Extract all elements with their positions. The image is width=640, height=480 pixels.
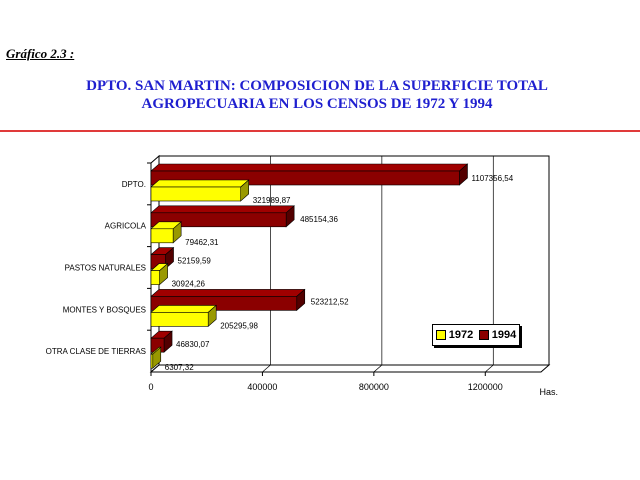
data-label: 485154,36 xyxy=(300,215,338,224)
gridline-floor xyxy=(262,364,271,373)
bar-1972 xyxy=(150,179,250,202)
legend-item-1972: 1972 xyxy=(435,329,474,341)
data-label: 79462,31 xyxy=(185,238,219,247)
y-tick-label: OTRA CLASE DE TIERRAS xyxy=(46,347,146,356)
bar-front-face xyxy=(150,212,287,228)
y-tick-label: PASTOS NATURALES xyxy=(65,264,146,273)
data-label: 1107356,54 xyxy=(471,174,513,183)
gridline-floor xyxy=(485,364,494,373)
data-label: 321989,87 xyxy=(253,196,291,205)
legend-item-1994: 1994 xyxy=(478,329,517,341)
bar-front-face xyxy=(150,186,241,202)
chart-title: DPTO. SAN MARTIN: COMPOSICION DE LA SUPE… xyxy=(0,77,634,113)
legend-swatch-1972 xyxy=(435,330,446,340)
y-tick-label: MONTES Y BOSQUES xyxy=(63,305,146,314)
x-tick-label: 400000 xyxy=(247,382,277,392)
data-label: 30924,26 xyxy=(172,280,206,289)
bar-top-face xyxy=(150,305,217,313)
data-label: 6307,32 xyxy=(165,363,194,372)
bar-1994 xyxy=(150,205,295,228)
y-tick-label: DPTO. xyxy=(122,180,146,189)
chart-legend: 1972 1994 xyxy=(432,324,520,346)
bar-front-face xyxy=(150,270,160,285)
x-tick-label: 0 xyxy=(148,382,153,392)
chart-title-line-1: DPTO. SAN MARTIN: COMPOSICION DE LA SUPE… xyxy=(86,78,548,94)
bar-top-face xyxy=(150,289,306,297)
title-divider xyxy=(0,130,640,132)
bar-1972 xyxy=(150,221,182,244)
legend-label-1994: 1994 xyxy=(491,329,517,341)
data-label: 46830,07 xyxy=(176,340,210,349)
x-tick-label: 1200000 xyxy=(468,382,503,392)
data-label: 523212,52 xyxy=(311,297,349,306)
bar-front-face xyxy=(150,353,154,369)
x-axis-unit: Has. xyxy=(539,387,558,397)
bar-top-face xyxy=(150,163,469,172)
bar-top-face xyxy=(150,179,250,188)
data-label: 205295,98 xyxy=(220,321,258,330)
bar-front-face xyxy=(150,312,209,327)
legend-swatch-1994 xyxy=(478,330,489,340)
bar-top-face xyxy=(150,205,295,214)
legend-label-1972: 1972 xyxy=(448,329,474,341)
bar-front-face xyxy=(150,228,174,244)
data-label: 52159,59 xyxy=(178,257,212,266)
y-tick-label: AGRICOLA xyxy=(105,222,147,231)
figure-label: Gráfico 2.3 : xyxy=(6,46,75,61)
gridline-floor xyxy=(373,364,383,373)
chart-title-line-2: AGROPECUARIA EN LOS CENSOS DE 1972 Y 199… xyxy=(141,96,493,112)
bar-1972 xyxy=(150,346,162,369)
bar-chart: 0 400000 800000 1200000 Has. DPTO. 1107356,54 3… xyxy=(46,154,558,397)
bar-1972 xyxy=(150,262,169,286)
bar-1972 xyxy=(150,304,217,328)
x-tick-label: 800000 xyxy=(359,382,389,392)
